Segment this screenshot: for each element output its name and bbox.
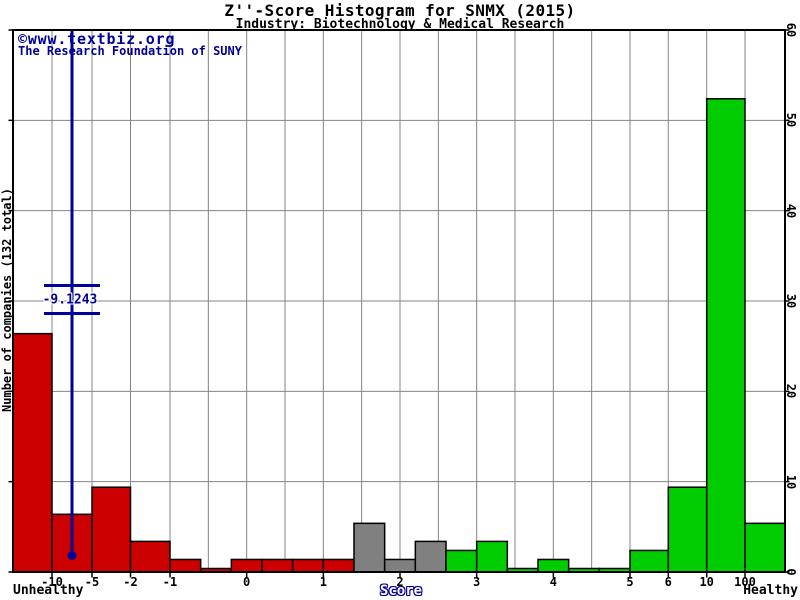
y-tick-label: 30 — [784, 293, 798, 309]
watermark-url: ©www.textbiz.org — [18, 30, 176, 48]
unhealthy-caption: Unhealthy — [13, 583, 84, 598]
histogram-bar — [383, 558, 417, 573]
chart-title: Z''-Score Histogram for SNMX (2015) — [224, 1, 576, 20]
x-tick-label: 4 — [549, 575, 557, 589]
x-tick-label: 10 — [699, 575, 714, 589]
y-axis-label: Number of companies (132 total) — [0, 188, 14, 412]
histogram-bar — [629, 549, 670, 573]
marker-value-label: -9.1243 — [42, 292, 98, 308]
y-tick-label: 40 — [784, 203, 798, 218]
x-tick-label: 2 — [396, 575, 404, 589]
histogram-bar — [445, 549, 478, 573]
x-tick-label: -2 — [123, 575, 138, 589]
histogram-bar — [353, 522, 386, 573]
x-tick-label: -10 — [41, 575, 63, 589]
x-axis-label: Score — [379, 583, 423, 599]
y-tick-label: 50 — [784, 113, 798, 128]
histogram-bar — [261, 558, 294, 573]
x-tick-label: 6 — [664, 575, 672, 589]
x-tick-label: 0 — [243, 575, 251, 589]
x-tick-label: 1 — [319, 575, 327, 589]
x-tick-label: 5 — [626, 575, 634, 589]
histogram-bar — [475, 540, 509, 573]
watermark-org: The Research Foundation of SUNY — [18, 44, 242, 58]
histogram-bar — [230, 558, 263, 573]
x-tick-label: 3 — [473, 575, 481, 589]
histogram-bar — [91, 486, 132, 573]
x-tick-label: 100 — [734, 575, 756, 589]
y-tick-label: 20 — [784, 384, 798, 399]
healthy-caption: Healthy — [743, 583, 798, 598]
histogram-bar — [414, 540, 447, 573]
histogram-bar — [129, 540, 171, 573]
y-tick-label: 0 — [784, 568, 798, 576]
chart-subtitle: Industry: Biotechnology & Medical Resear… — [235, 17, 565, 32]
histogram-bar — [291, 558, 325, 573]
histogram-bar — [12, 332, 53, 573]
histogram-bar — [537, 558, 570, 573]
marker-dot — [67, 551, 77, 560]
histogram-bar — [744, 522, 786, 573]
x-tick-label: -5 — [84, 575, 100, 589]
y-tick-label: 10 — [784, 474, 798, 489]
histogram-bar — [705, 98, 746, 573]
histogram-bar — [322, 558, 355, 573]
histogram-bar — [169, 558, 202, 573]
histogram-bar — [667, 486, 708, 573]
x-tick-label: -1 — [162, 575, 178, 589]
